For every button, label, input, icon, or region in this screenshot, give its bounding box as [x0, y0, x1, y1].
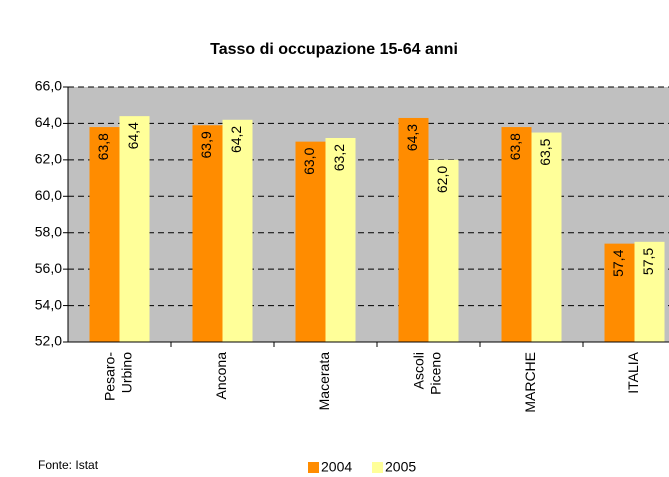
- bar: [398, 117, 429, 342]
- bar: [325, 138, 356, 342]
- x-tick-label: Ascoli: [411, 352, 427, 389]
- bar: [428, 159, 459, 342]
- legend-swatch: [308, 462, 319, 473]
- x-tick-label: MARCHE: [522, 352, 538, 413]
- legend-label: 2004: [321, 459, 352, 475]
- y-tick-label: 58,0: [35, 223, 62, 239]
- legend-swatch: [372, 462, 383, 473]
- bar: [119, 116, 150, 343]
- bar: [192, 125, 223, 342]
- y-tick-label: 60,0: [35, 187, 62, 203]
- bar: [634, 241, 665, 342]
- bar: [295, 141, 326, 342]
- bar: [222, 119, 253, 343]
- legend-label: 2005: [385, 459, 416, 475]
- value-label: 64,2: [228, 126, 244, 153]
- x-tick-label: Macerata: [316, 352, 332, 411]
- chart-title: Tasso di occupazione 15-64 anni: [210, 41, 458, 58]
- value-label: 63,0: [301, 147, 317, 174]
- value-label: 63,8: [95, 133, 111, 160]
- bar: [501, 127, 532, 342]
- value-label: 57,5: [640, 248, 656, 275]
- x-tick-label: Urbino: [119, 352, 135, 393]
- source-note: Fonte: Istat: [38, 458, 99, 472]
- x-tick-label: Piceno: [428, 352, 444, 395]
- y-tick-label: 56,0: [35, 260, 62, 276]
- y-tick-label: 52,0: [35, 333, 62, 349]
- y-tick-label: 62,0: [35, 151, 62, 167]
- value-label: 63,8: [507, 133, 523, 160]
- y-tick-label: 54,0: [35, 296, 62, 312]
- y-tick-label: 64,0: [35, 114, 62, 130]
- x-tick-label: Pesaro-: [102, 352, 118, 401]
- value-label: 57,4: [610, 249, 626, 276]
- y-tick-label: 66,0: [35, 78, 62, 94]
- value-label: 62,0: [434, 166, 450, 193]
- bar: [531, 132, 562, 342]
- value-label: 64,4: [125, 122, 141, 149]
- value-label: 63,2: [331, 144, 347, 171]
- bar: [89, 127, 120, 342]
- x-tick-label: ITALIA: [625, 351, 641, 393]
- value-label: 64,3: [404, 124, 420, 151]
- x-tick-label: Ancona: [213, 352, 229, 400]
- plot-area: [68, 87, 669, 342]
- value-label: 63,5: [537, 138, 553, 165]
- bar: [604, 243, 635, 342]
- value-label: 63,9: [198, 131, 214, 158]
